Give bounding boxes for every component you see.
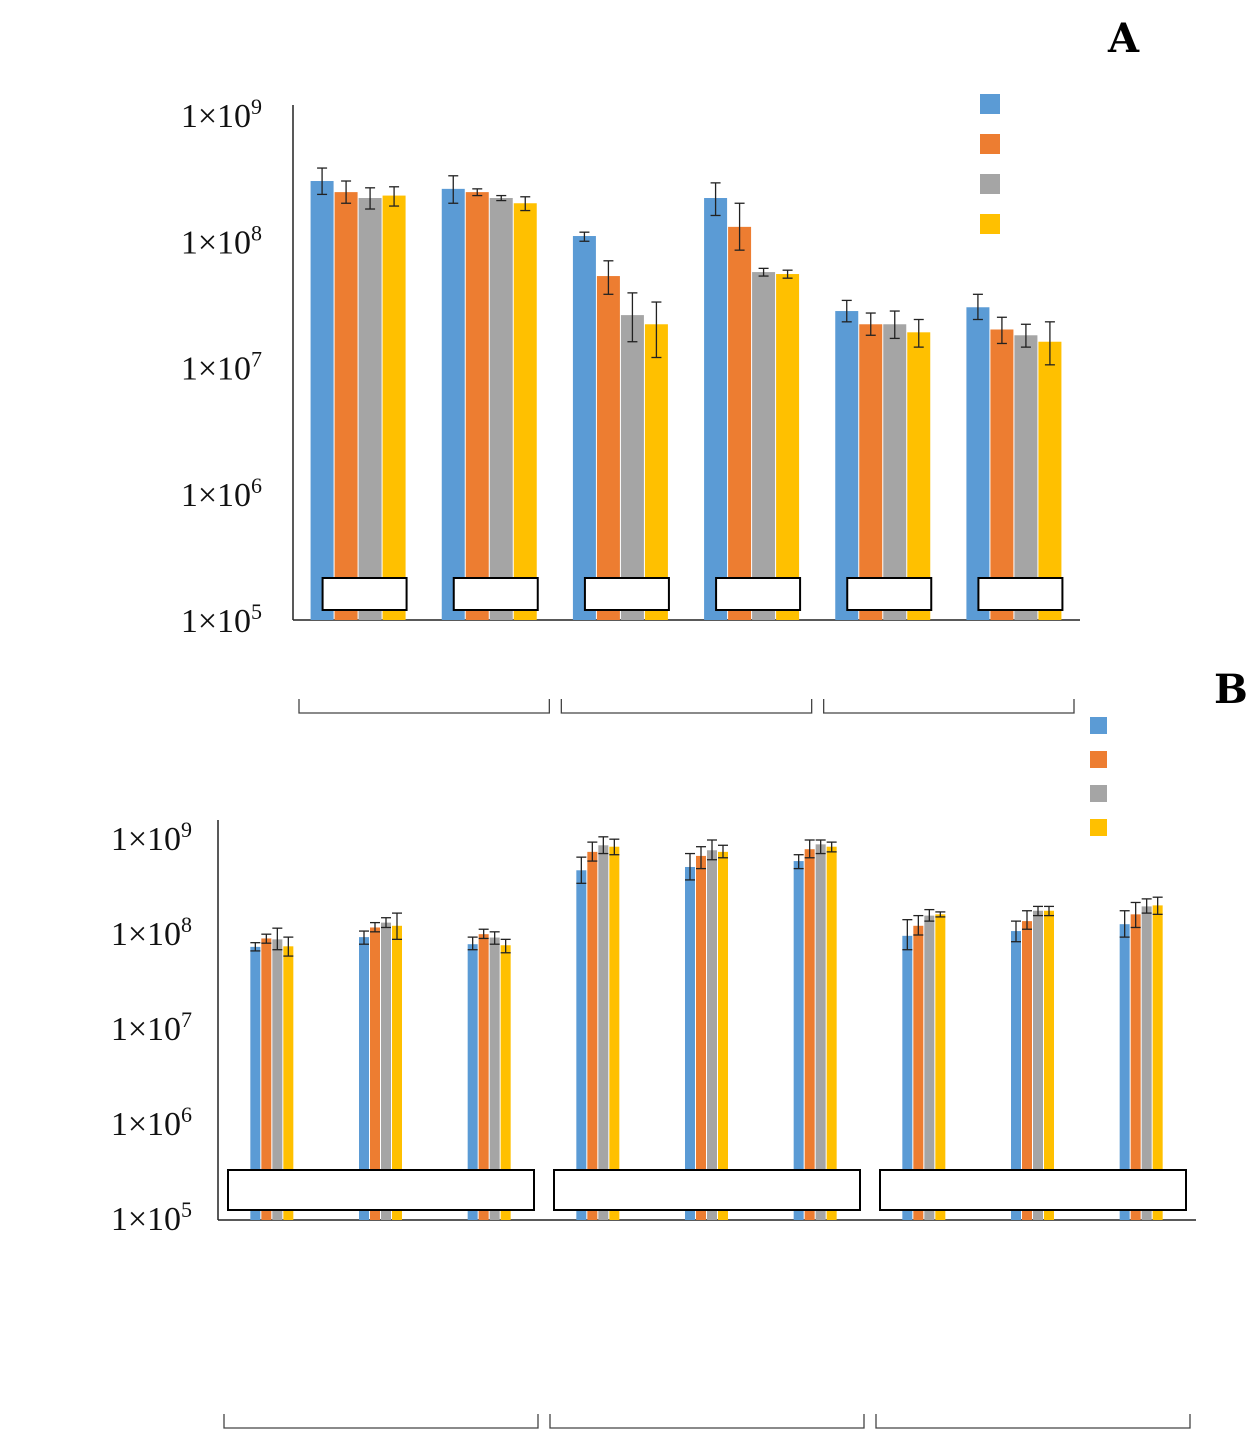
bar-day-14 <box>272 939 283 1220</box>
bar-day-14 <box>883 324 907 620</box>
bar-day-14 <box>358 198 382 620</box>
bar-day-21 <box>644 324 668 620</box>
group-bracket <box>823 699 1075 714</box>
legend-swatch <box>980 214 1000 234</box>
letter-box <box>227 1169 535 1211</box>
bar-day-1 <box>793 861 804 1220</box>
bar-day-21 <box>776 274 800 620</box>
legend-swatch <box>1090 751 1107 768</box>
letter-box <box>452 577 539 611</box>
bar-day-21 <box>500 945 511 1220</box>
y-tick-label: 1×108 <box>181 220 262 261</box>
bar-day-7 <box>913 925 924 1220</box>
bar-day-7 <box>465 192 489 620</box>
panel-a-letter: A <box>1107 15 1140 62</box>
panel-b-letter: B <box>1214 666 1248 713</box>
bar-day-21 <box>1152 905 1163 1220</box>
bar-day-21 <box>283 946 294 1220</box>
bar-day-7 <box>696 855 706 1220</box>
bar-day-1 <box>572 236 596 620</box>
bar-day-14 <box>1033 910 1043 1220</box>
bar-day-1 <box>250 946 261 1220</box>
bar-day-14 <box>620 315 644 620</box>
bar-day-14 <box>598 845 609 1220</box>
bar-day-7 <box>596 276 620 620</box>
legend-swatch <box>1090 785 1107 802</box>
group-bracket <box>560 699 813 714</box>
bar-day-21 <box>382 195 406 621</box>
panel-b-chart: 1×109 1×108 1×107 1×106 1×105 <box>111 717 1196 1429</box>
group-bracket <box>223 1414 539 1429</box>
bar-day-7 <box>859 324 883 620</box>
bar-day-1 <box>1119 924 1130 1220</box>
legend-swatch <box>1090 819 1107 836</box>
bar-day-14 <box>1014 335 1038 620</box>
bar-day-1 <box>1011 931 1021 1220</box>
group-bracket <box>875 1414 1191 1429</box>
y-tick-label: 1×108 <box>111 912 192 953</box>
bar-day-21 <box>826 846 837 1220</box>
bar-day-1 <box>467 944 478 1220</box>
bar-day-14 <box>815 844 826 1220</box>
bar-day-21 <box>1038 341 1062 620</box>
bar-day-1 <box>704 198 728 620</box>
bar-day-21 <box>392 925 402 1220</box>
letter-box <box>977 577 1064 611</box>
y-tick-label: 1×106 <box>181 473 262 514</box>
bar-day-14 <box>1141 906 1152 1220</box>
bar-day-14 <box>381 922 391 1220</box>
bar-day-1 <box>441 188 465 620</box>
bar-day-14 <box>489 198 513 620</box>
group-bracket <box>298 699 550 714</box>
bar-day-1 <box>835 311 859 620</box>
bar-day-7 <box>1022 921 1032 1220</box>
bar-day-1 <box>902 935 913 1220</box>
bar-day-14 <box>924 915 935 1220</box>
bar-day-7 <box>804 849 815 1220</box>
letter-box <box>553 1169 861 1211</box>
bar-day-21 <box>609 846 620 1220</box>
y-tick-label: 1×107 <box>111 1007 192 1048</box>
y-tick-label: 1×109 <box>181 94 262 135</box>
y-tick-label: 1×105 <box>111 1197 192 1238</box>
legend-swatch <box>980 174 1000 194</box>
group-bracket <box>549 1414 865 1429</box>
letter-box <box>321 577 408 611</box>
y-tick-label: 1×109 <box>111 817 192 858</box>
bar-day-1 <box>685 866 695 1220</box>
bar-day-21 <box>907 332 931 620</box>
letter-box <box>715 577 802 611</box>
bar-day-7 <box>728 226 752 620</box>
bar-day-7 <box>478 934 489 1220</box>
bar-day-1 <box>576 870 587 1220</box>
letter-box <box>879 1169 1187 1211</box>
panel-a-chart: 1×109 1×108 1×107 1×106 1×105 <box>181 94 1080 714</box>
bar-day-21 <box>935 914 946 1220</box>
letter-box <box>846 577 933 611</box>
bar-day-14 <box>752 272 776 620</box>
legend-swatch <box>980 94 1000 114</box>
bar-day-21 <box>718 851 728 1220</box>
bar-day-7 <box>334 192 358 620</box>
y-tick-label: 1×105 <box>181 599 262 640</box>
bar-day-7 <box>261 938 272 1220</box>
bar-day-1 <box>966 307 990 620</box>
bar-day-14 <box>707 850 717 1220</box>
bar-day-1 <box>359 937 369 1220</box>
bar-day-7 <box>990 329 1014 620</box>
bar-day-21 <box>513 203 537 620</box>
bar-day-7 <box>587 851 598 1220</box>
bar-day-14 <box>489 937 500 1220</box>
legend-swatch <box>980 134 1000 154</box>
bar-day-21 <box>1044 910 1054 1220</box>
letter-box <box>583 577 670 611</box>
bar-day-7 <box>1130 914 1141 1220</box>
legend-swatch <box>1090 717 1107 734</box>
bar-day-7 <box>370 927 380 1220</box>
y-tick-label: 1×107 <box>181 347 262 388</box>
bar-day-1 <box>310 181 334 621</box>
y-tick-label: 1×106 <box>111 1102 192 1143</box>
